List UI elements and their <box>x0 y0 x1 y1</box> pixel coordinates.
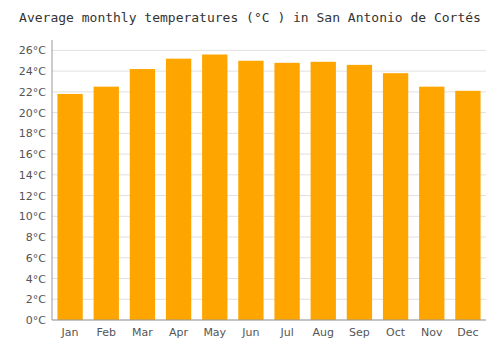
bar <box>57 94 82 320</box>
x-tick-label: Apr <box>169 326 189 339</box>
y-tick-label: 4°C <box>26 273 46 286</box>
x-axis-line <box>52 320 486 321</box>
bar <box>94 87 119 320</box>
y-axis-line <box>52 40 53 320</box>
x-tick-label: Oct <box>386 326 406 339</box>
chart: 0°C 2°C 4°C 6°C 8°C 10°C 12°C 14°C 16°C 18°C 20°C 2… <box>0 0 500 350</box>
bar <box>130 69 155 320</box>
grid-line <box>52 50 486 51</box>
bar <box>311 62 336 320</box>
y-tick-label: 2°C <box>26 293 46 306</box>
bar <box>383 73 408 320</box>
grid <box>52 50 486 320</box>
x-tick-label: Jun <box>241 326 259 339</box>
grid-line <box>52 320 486 321</box>
y-tick-label: 20°C <box>19 107 46 120</box>
y-tick-label: 22°C <box>19 86 46 99</box>
bars <box>57 55 480 320</box>
x-tick-label: Feb <box>97 326 116 339</box>
x-tick-label: Nov <box>421 326 443 339</box>
y-tick-label: 18°C <box>19 127 46 140</box>
bar <box>202 55 227 320</box>
x-tick-label: Mar <box>132 326 153 339</box>
x-tick-label: May <box>203 326 226 339</box>
y-axis: 0°C 2°C 4°C 6°C 8°C 10°C 12°C 14°C 16°C 18°C 20°C 2… <box>19 40 52 327</box>
bar <box>455 91 480 320</box>
y-tick-label: 10°C <box>19 210 46 223</box>
y-tick-label: 16°C <box>19 148 46 161</box>
x-tick-label: Dec <box>457 326 478 339</box>
x-tick-label: Jul <box>279 326 293 339</box>
y-tick-label: 12°C <box>19 190 46 203</box>
x-tick-label: Sep <box>349 326 370 339</box>
y-tick-label: 24°C <box>19 65 46 78</box>
x-tick-label: Jan <box>61 326 79 339</box>
bar <box>419 87 444 320</box>
title: Average monthly temperatures (°C ) in Sa… <box>19 10 481 25</box>
y-tick-label: 8°C <box>26 231 46 244</box>
x-tick-label: Aug <box>313 326 334 339</box>
y-tick-label: 0°C <box>26 314 46 327</box>
y-tick-label: 14°C <box>19 169 46 182</box>
bar <box>238 61 263 320</box>
bar <box>166 59 191 320</box>
x-axis: Jan Feb Mar Apr May Jun Jul Aug Sep Oct Nov Dec <box>52 320 486 339</box>
grid-line <box>52 71 486 72</box>
bar <box>274 63 299 320</box>
bar <box>347 65 372 320</box>
y-tick-label: 26°C <box>19 44 46 57</box>
y-tick-label: 6°C <box>26 252 46 265</box>
chart-container: 0°C 2°C 4°C 6°C 8°C 10°C 12°C 14°C 16°C 18°C 20°C 2… <box>0 0 500 350</box>
